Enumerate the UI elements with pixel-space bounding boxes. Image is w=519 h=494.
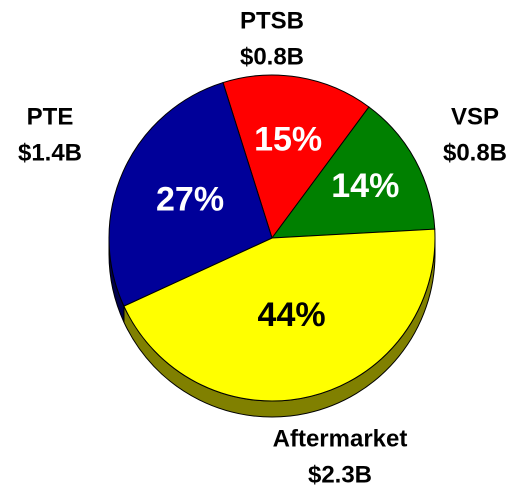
percent-label: 44%	[258, 296, 326, 334]
pie-slice	[270, 106, 436, 239]
category-label: PTE	[27, 103, 74, 130]
pie-slice	[123, 228, 436, 402]
pie-slice	[108, 81, 273, 307]
amount-label: $2.3B	[308, 461, 372, 488]
amount-label: $1.4B	[18, 139, 82, 166]
percent-label: 14%	[331, 167, 399, 205]
category-label: Aftermarket	[273, 425, 408, 452]
category-label: PTSB	[240, 7, 304, 34]
amount-label: $0.8B	[443, 139, 507, 166]
percent-label: 27%	[156, 181, 224, 219]
category-label: VSP	[451, 103, 499, 130]
percent-label: 15%	[254, 121, 322, 159]
amount-label: $0.8B	[240, 43, 304, 70]
